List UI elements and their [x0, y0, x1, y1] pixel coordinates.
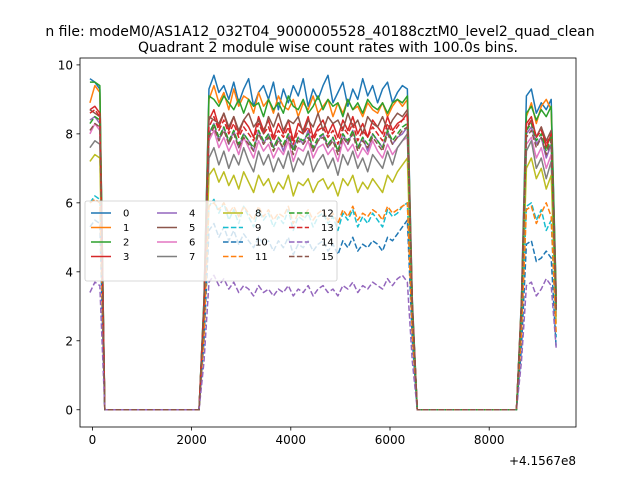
legend-label-13: 13	[321, 223, 334, 234]
y-tick-label: 2	[65, 334, 73, 348]
figure-suptitle: n file: modeM0/AS1A12_032T04_9000005528_…	[45, 24, 594, 40]
legend-label-4: 4	[189, 209, 195, 220]
series-lines	[89, 74, 557, 411]
legend-label-11: 11	[255, 252, 268, 263]
y-tick-label: 0	[65, 403, 73, 417]
legend-label-5: 5	[189, 223, 195, 234]
y-tick-label: 10	[58, 58, 73, 72]
x-tick-label: 2000	[176, 433, 207, 447]
x-tick-label: 4000	[276, 433, 307, 447]
legend-label-1: 1	[123, 223, 129, 234]
legend-label-2: 2	[123, 238, 129, 249]
legend-label-14: 14	[321, 238, 334, 249]
series-line-15	[89, 122, 557, 411]
y-tick-label: 8	[65, 127, 73, 141]
axes-frame	[79, 57, 577, 428]
series-line-14	[89, 274, 557, 411]
chart-title: Quadrant 2 module wise count rates with …	[138, 40, 518, 56]
legend-label-8: 8	[255, 209, 261, 220]
x-tick-label: 0	[89, 433, 97, 447]
legend-label-6: 6	[189, 238, 195, 249]
legend-label-12: 12	[321, 209, 334, 220]
x-tick-label: 6000	[375, 433, 406, 447]
y-tick-label: 6	[65, 196, 73, 210]
x-axis: 0 2000 4000 6000 8000	[89, 427, 505, 447]
y-tick-label: 4	[65, 265, 73, 279]
legend-label-0: 0	[123, 209, 129, 220]
series-line-8	[89, 153, 557, 411]
legend-label-15: 15	[321, 252, 334, 263]
legend-frame	[84, 200, 338, 282]
x-offset-label: +4.1567e8	[509, 454, 576, 468]
legend-label-10: 10	[255, 238, 268, 249]
y-axis: 0 2 4 6 8 10	[58, 58, 80, 417]
legend-label-7: 7	[189, 252, 195, 263]
legend-label-3: 3	[123, 252, 129, 263]
legend-label-9: 9	[255, 223, 261, 234]
x-tick-label: 8000	[474, 433, 505, 447]
